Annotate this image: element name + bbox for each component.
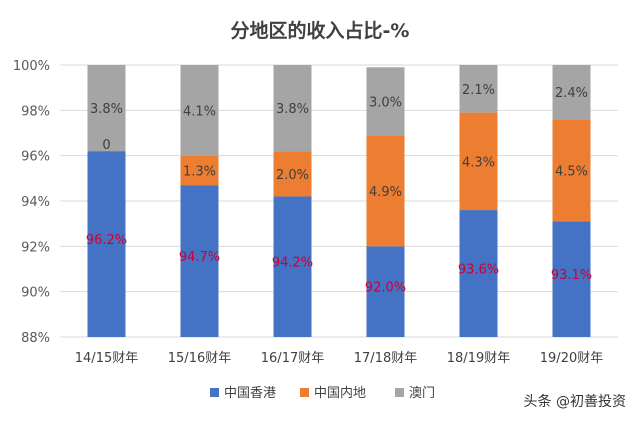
legend-swatch (395, 388, 404, 397)
x-tick-label: 19/20财年 (540, 351, 603, 366)
bar-segment (180, 155, 219, 186)
y-tick-label: 90% (21, 286, 50, 301)
data-label: 94.7% (179, 250, 220, 265)
x-tick-label: 14/15财年 (75, 351, 138, 366)
data-label: 96.2% (86, 233, 127, 248)
legend-swatch (300, 388, 309, 397)
legend-label: 中国香港 (224, 386, 276, 401)
data-label: 3.0% (369, 95, 402, 110)
x-tick-label: 17/18财年 (354, 351, 417, 366)
x-tick-label: 18/19财年 (447, 351, 510, 366)
bar-segment (180, 65, 219, 156)
legend-label: 澳门 (409, 385, 435, 401)
bar-segment (459, 112, 498, 211)
bar-segment (552, 65, 591, 120)
data-label: 93.6% (458, 263, 499, 278)
data-label: 4.5% (555, 164, 588, 179)
watermark: 头条 @初善投资 (523, 394, 626, 410)
y-tick-label: 100% (13, 59, 50, 74)
data-label: 4.3% (462, 155, 495, 170)
x-tick-label: 15/16财年 (168, 351, 231, 366)
chart-title: 分地区的收入占比-% (230, 20, 410, 42)
bar-segment (273, 196, 312, 337)
legend-swatch (210, 388, 219, 397)
data-label: 3.8% (276, 102, 309, 117)
y-tick-label: 92% (21, 240, 50, 255)
x-tick-label: 16/17财年 (261, 351, 324, 366)
bar-segment (366, 246, 405, 337)
bar-segment (87, 65, 126, 152)
y-tick-label: 88% (21, 331, 50, 346)
data-label: 2.1% (462, 83, 495, 98)
bar-segment (552, 119, 591, 222)
data-label: 94.2% (272, 256, 313, 271)
bar-segment (273, 151, 312, 197)
bar-segment (366, 135, 405, 247)
bar-segment (552, 221, 591, 337)
data-label: 2.0% (276, 168, 309, 183)
bar-segment (180, 185, 219, 337)
data-label: 93.1% (551, 268, 592, 283)
legend-label: 中国内地 (314, 385, 366, 401)
bar-segment (273, 65, 312, 152)
data-label: 0 (102, 138, 110, 153)
bar-segment (459, 210, 498, 337)
data-label: 92.0% (365, 281, 406, 296)
bar-segment (459, 65, 498, 113)
bar-segment (366, 67, 405, 136)
data-label: 4.1% (183, 104, 216, 119)
bar-segment (87, 151, 126, 337)
y-tick-label: 96% (21, 150, 50, 165)
data-label: 3.8% (90, 102, 123, 117)
data-label: 2.4% (555, 86, 588, 101)
y-tick-label: 98% (21, 104, 50, 119)
data-label: 1.3% (183, 164, 216, 179)
data-label: 4.9% (369, 185, 402, 200)
y-tick-label: 94% (21, 195, 50, 210)
